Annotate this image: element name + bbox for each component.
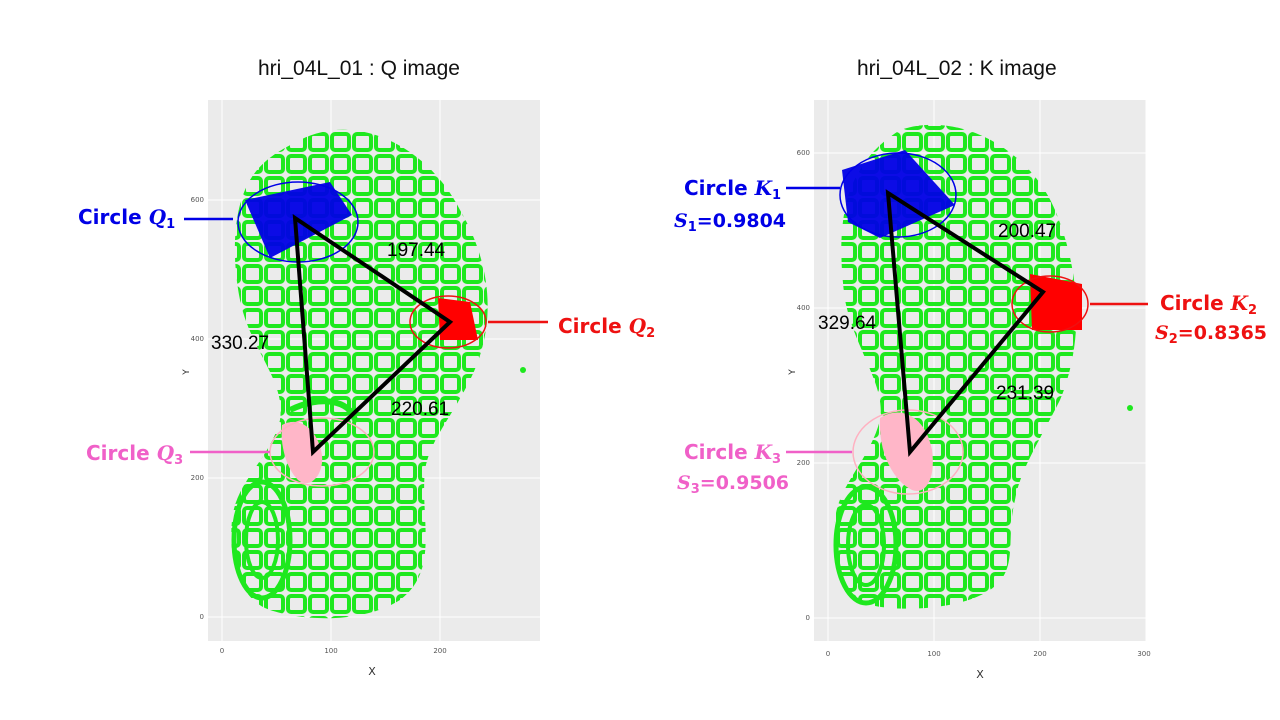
y-tick: 400 — [797, 304, 810, 312]
x-tick: 0 — [826, 650, 830, 658]
x-tick: 200 — [1033, 650, 1046, 658]
x-tick: 100 — [324, 647, 337, 655]
distance-q-1-2: 197.44 — [387, 240, 446, 261]
panel-title-q: hri_04L_01 : Q image — [258, 57, 460, 80]
x-ticks-k: 0 100 200 300 — [826, 650, 1151, 658]
y-tick: 600 — [797, 149, 810, 157]
y-tick: 200 — [797, 459, 810, 467]
distance-k-2-3: 231.39 — [996, 383, 1055, 404]
y-tick: 600 — [191, 196, 204, 204]
cluster-k3 — [879, 412, 933, 491]
distance-q-1-3: 330.27 — [211, 333, 270, 354]
x-ticks-q: 0 100 200 — [220, 647, 447, 655]
label-circle-k2: Circle K2 — [1160, 291, 1258, 318]
score-s3: S3=0.9506 — [677, 472, 790, 497]
distance-k-1-2: 200.47 — [998, 221, 1057, 242]
y-axis-label-q: Y — [182, 369, 192, 376]
y-tick: 400 — [191, 335, 204, 343]
y-axis-label-k: Y — [788, 369, 798, 376]
label-circle-q1: Circle Q1 — [78, 205, 176, 232]
panel-title-k: hri_04L_02 : K image — [857, 57, 1057, 80]
y-tick: 200 — [191, 474, 204, 482]
x-tick: 300 — [1137, 650, 1150, 658]
x-tick: 200 — [433, 647, 446, 655]
circle-k1 — [839, 152, 957, 238]
distance-q-2-3: 220.61 — [391, 399, 450, 420]
label-circle-k3: Circle K3 — [684, 440, 782, 467]
triangle-k — [885, 189, 1046, 458]
cluster-k2 — [1030, 274, 1082, 330]
circle-k2 — [1011, 275, 1089, 333]
distance-k-1-3: 329.64 — [818, 313, 877, 334]
label-circle-k1: Circle K1 — [684, 176, 782, 203]
y-tick: 0 — [200, 613, 204, 621]
cluster-q2 — [438, 298, 478, 340]
label-circle-q3: Circle Q3 — [86, 441, 184, 468]
y-tick: 0 — [806, 614, 810, 622]
y-ticks-k: 0 200 400 600 — [797, 149, 810, 622]
x-axis-label-k: X — [976, 668, 984, 681]
triangle-q — [292, 214, 454, 457]
x-axis-label-q: X — [368, 665, 376, 678]
score-s2: S2=0.8365 — [1155, 322, 1268, 347]
x-tick: 100 — [927, 650, 940, 658]
y-ticks-q: 0 200 400 600 — [191, 196, 204, 621]
score-s1: S1=0.9804 — [674, 210, 787, 235]
x-tick: 0 — [220, 647, 224, 655]
circle-q2 — [409, 295, 487, 349]
label-circle-q2: Circle Q2 — [558, 314, 656, 341]
